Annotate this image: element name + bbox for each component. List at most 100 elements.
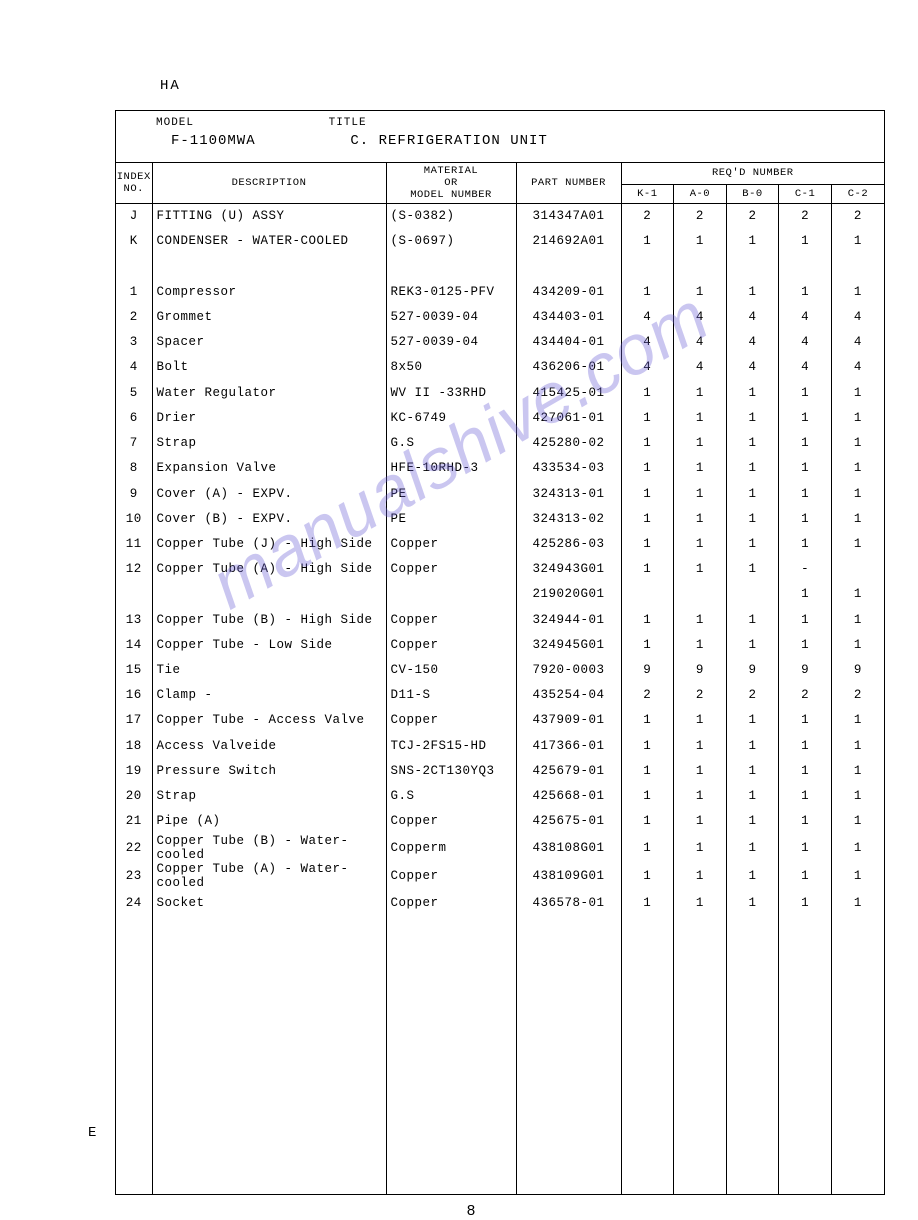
cell-material: (S-0382)	[386, 204, 516, 229]
cell-qty: 1	[621, 456, 674, 481]
cell-qty: 1	[726, 279, 779, 304]
cell-qty: 1	[779, 809, 832, 834]
cell-qty: 1	[674, 809, 727, 834]
cell-description: CONDENSER - WATER-COOLED	[152, 229, 386, 254]
cell-qty: 1	[831, 890, 884, 915]
cell-part-number: 324945G01	[516, 632, 621, 657]
header-qty-2: B-0	[726, 184, 779, 203]
table-row: 2Grommet527-0039-04434403-0144444	[116, 304, 884, 329]
cell-qty: 1	[621, 809, 674, 834]
header-qty-4: C-2	[831, 184, 884, 203]
cell-part-number: 438109G01	[516, 862, 621, 890]
cell-qty: 4	[779, 355, 832, 380]
cell-part-number: 435254-04	[516, 683, 621, 708]
cell-qty: 1	[621, 607, 674, 632]
cell-qty: 4	[831, 330, 884, 355]
cell-part-number: 324943G01	[516, 557, 621, 582]
cell-qty: 4	[831, 304, 884, 329]
cell-qty: 1	[726, 456, 779, 481]
table-row: 6DrierKC-6749427061-0111111	[116, 405, 884, 430]
cell-qty: 4	[674, 355, 727, 380]
cell-qty: 1	[621, 632, 674, 657]
cell-qty: 1	[779, 531, 832, 556]
table-row: 22Copper Tube (B) - Water-cooledCopperm4…	[116, 834, 884, 862]
cell-qty: 2	[779, 204, 832, 229]
cell-qty: 1	[621, 758, 674, 783]
cell-index: 24	[116, 890, 152, 915]
header-description: DESCRIPTION	[152, 163, 386, 204]
cell-index: 6	[116, 405, 152, 430]
cell-qty: 1	[674, 632, 727, 657]
cell-index: 13	[116, 607, 152, 632]
cell-qty: 4	[779, 330, 832, 355]
cell-qty: 1	[831, 834, 884, 862]
cell-part-number: 434209-01	[516, 279, 621, 304]
cell-index: 12	[116, 557, 152, 582]
table-row: 18Access ValveideTCJ-2FS15-HD417366-0111…	[116, 733, 884, 758]
cell-qty: 2	[726, 204, 779, 229]
cell-material: Copper	[386, 557, 516, 582]
cell-part-number: 437909-01	[516, 708, 621, 733]
cell-part-number: 7920-0003	[516, 657, 621, 682]
cell-material: HFE-10RHD-3	[386, 456, 516, 481]
cell-qty: 2	[674, 683, 727, 708]
cell-description: Tie	[152, 657, 386, 682]
cell-part-number: 434403-01	[516, 304, 621, 329]
cell-qty	[621, 254, 674, 279]
cell-qty: 1	[779, 834, 832, 862]
cell-qty: 1	[831, 380, 884, 405]
cell-material: Copper	[386, 607, 516, 632]
model-value: F-1100MWA	[171, 133, 331, 149]
cell-qty: 4	[621, 330, 674, 355]
cell-description: Socket	[152, 890, 386, 915]
cell-description: Strap	[152, 784, 386, 809]
cell-qty: 1	[621, 430, 674, 455]
cell-qty: 1	[779, 456, 832, 481]
cell-qty: 1	[831, 607, 884, 632]
cell-material	[386, 254, 516, 279]
cell-qty: 1	[674, 229, 727, 254]
cell-qty: 1	[779, 758, 832, 783]
cell-description: Access Valveide	[152, 733, 386, 758]
cell-qty: 4	[674, 330, 727, 355]
cell-index: 3	[116, 330, 152, 355]
cell-qty: 1	[674, 834, 727, 862]
cell-qty: 1	[726, 557, 779, 582]
cell-qty: 1	[674, 430, 727, 455]
filler-cell	[116, 916, 152, 1194]
cell-qty: 1	[831, 481, 884, 506]
cell-qty: 1	[831, 506, 884, 531]
cell-index: 14	[116, 632, 152, 657]
cell-part-number: 314347A01	[516, 204, 621, 229]
filler-cell	[674, 916, 727, 1194]
cell-part-number: 415425-01	[516, 380, 621, 405]
cell-index: 17	[116, 708, 152, 733]
cell-qty: 1	[831, 405, 884, 430]
table-row: 19Pressure SwitchSNS-2CT130YQ3425679-011…	[116, 758, 884, 783]
cell-material: Copper	[386, 862, 516, 890]
cell-index: 4	[116, 355, 152, 380]
side-letter: E	[88, 1125, 96, 1141]
cell-index: K	[116, 229, 152, 254]
cell-description: Cover (B) - EXPV.	[152, 506, 386, 531]
table-row: 23Copper Tube (A) - Water-cooledCopper43…	[116, 862, 884, 890]
cell-qty	[779, 254, 832, 279]
filler-cell	[516, 916, 621, 1194]
cell-material: Copper	[386, 531, 516, 556]
cell-index: 5	[116, 380, 152, 405]
cell-qty: 1	[831, 456, 884, 481]
table-row: 9Cover (A) - EXPV.PE324313-0111111	[116, 481, 884, 506]
cell-qty: 1	[779, 380, 832, 405]
title-label: TITLE	[329, 117, 367, 129]
cell-description: FITTING (U) ASSY	[152, 204, 386, 229]
cell-index: 16	[116, 683, 152, 708]
cell-qty: 1	[779, 607, 832, 632]
cell-qty: 1	[726, 632, 779, 657]
cell-qty: 1	[621, 531, 674, 556]
cell-description: Copper Tube (B) - High Side	[152, 607, 386, 632]
cell-qty: 1	[674, 784, 727, 809]
header-part-number: PART NUMBER	[516, 163, 621, 204]
cell-material: G.S	[386, 784, 516, 809]
cell-material	[386, 582, 516, 607]
cell-qty: 2	[831, 204, 884, 229]
